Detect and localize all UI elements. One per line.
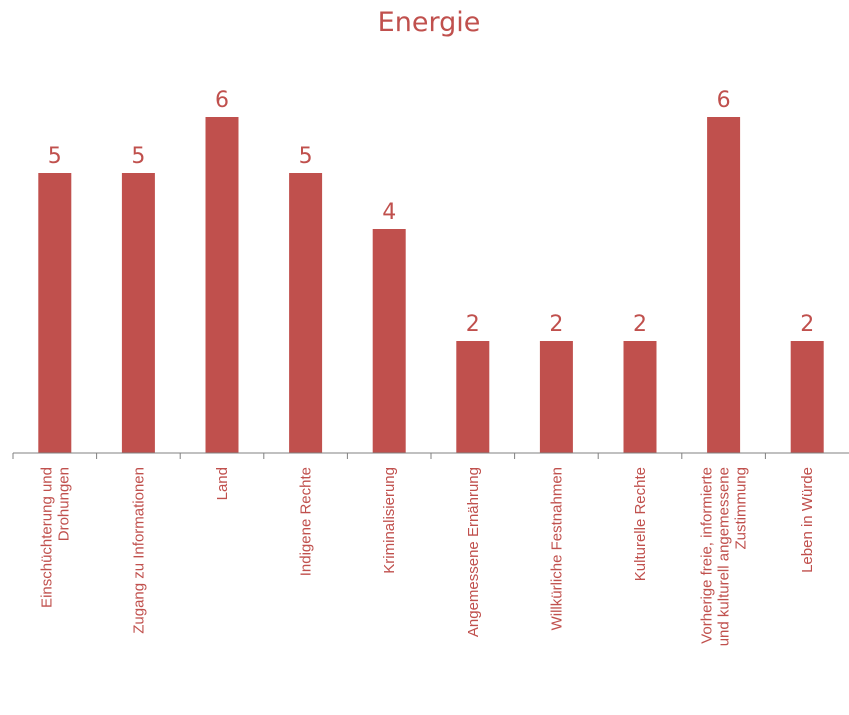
data-label: 6 [215,88,229,113]
x-tick-label-line: Zustimmung [733,467,750,550]
x-tick-label: Kriminalisierung [381,467,398,574]
chart-title: Energie [378,7,481,38]
data-label: 5 [299,144,313,169]
bar [790,341,824,453]
x-tick-label: Einschüchterung undDrohungen [38,467,72,608]
bar [289,173,323,453]
x-tick-label-line: Angemessene Ernährung [465,467,482,637]
x-tick-label-line: Indigene Rechte [298,467,315,576]
bar [372,229,406,453]
x-tick-label-line: Leben in Würde [799,467,816,573]
data-label: 2 [466,312,480,337]
x-tick-label-line: Einschüchterung und [38,467,55,608]
x-tick-label: Indigene Rechte [298,467,315,576]
x-tick-label-line: Kriminalisierung [381,467,398,574]
data-label: 2 [549,312,563,337]
data-label: 4 [382,200,396,225]
x-tick-label-line: und kulturell angemessene [716,467,733,646]
bar [38,173,72,453]
x-tick-label: Land [214,467,231,500]
bar [205,117,239,453]
bar [456,341,490,453]
x-tick-labels-group: Einschüchterung undDrohungen Zugang zu In… [38,467,816,646]
data-labels-group: 5 5 6 5 4 2 2 2 6 2 [48,88,814,337]
bar [121,173,155,453]
bar [623,341,657,453]
x-axis [12,452,849,459]
bars-group [38,117,824,453]
bar [707,117,741,453]
data-label: 6 [717,88,731,113]
x-tick-label-line: Land [214,467,231,500]
x-tick-label-line: Kulturelle Rechte [632,467,649,581]
x-tick-label: Kulturelle Rechte [632,467,649,581]
data-label: 2 [800,312,814,337]
x-tick-label: Vorherige freie, informierteund kulturel… [699,467,750,646]
data-label: 5 [131,144,145,169]
x-tick-label: Willkürliche Festnahmen [548,467,565,630]
data-label: 5 [48,144,62,169]
x-tick-label-line: Zugang zu Informationen [130,467,147,634]
x-tick-label: Zugang zu Informationen [130,467,147,634]
x-tick-label: Leben in Würde [799,467,816,573]
x-tick-label-line: Vorherige freie, informierte [699,467,716,644]
bar [539,341,573,453]
x-tick-label-line: Drohungen [55,467,72,541]
x-tick-label-line: Willkürliche Festnahmen [548,467,565,630]
data-label: 2 [633,312,647,337]
x-tick-label: Angemessene Ernährung [465,467,482,637]
